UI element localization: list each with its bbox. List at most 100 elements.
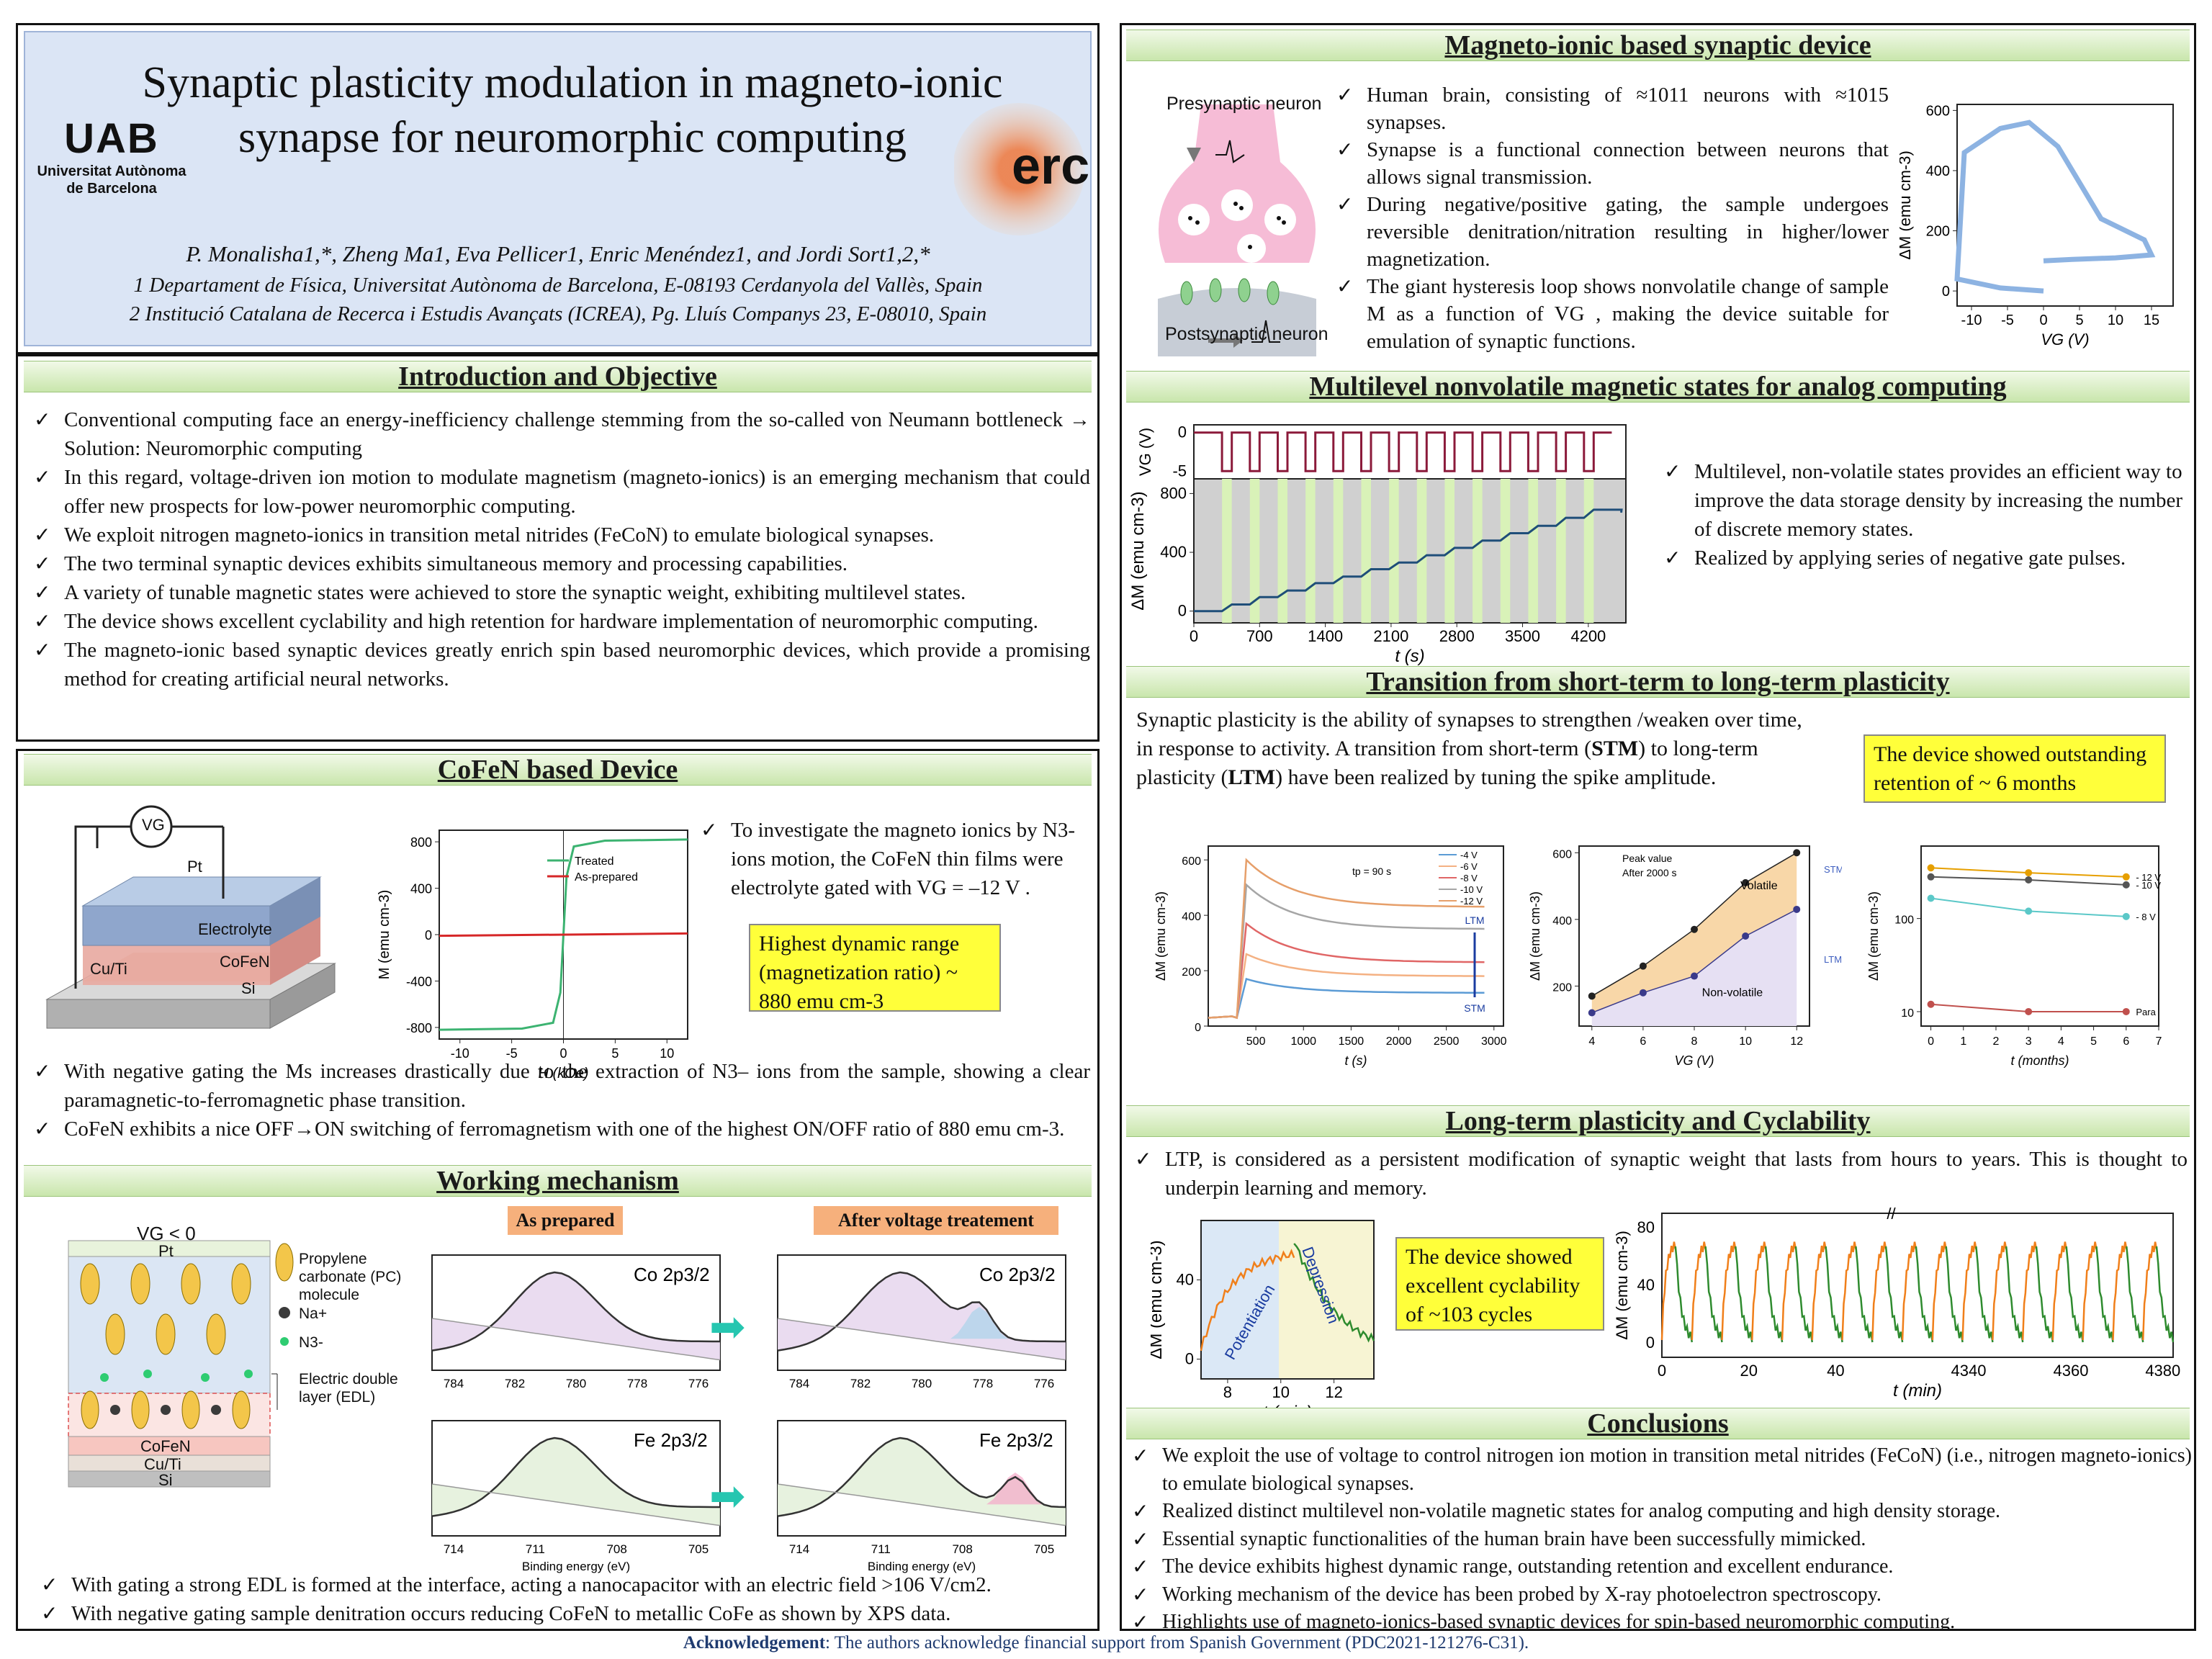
y-tick-label: 80 bbox=[1637, 1218, 1655, 1236]
after-point bbox=[1691, 972, 1698, 980]
poster-title: Synaptic plasticity modulation in magnet… bbox=[142, 58, 1003, 162]
x-axis-label: t (min) bbox=[1893, 1381, 1942, 1401]
stm-heading: Transition from short-term to long-term … bbox=[1126, 666, 2190, 698]
plot-frame bbox=[431, 1254, 721, 1371]
y-tick-label: 10 bbox=[1901, 1007, 1914, 1020]
x-tick-label: 714 bbox=[444, 1542, 464, 1556]
x-tick-label: 7 bbox=[2156, 1035, 2162, 1048]
edl-schematic bbox=[68, 1240, 294, 1488]
pulse-band bbox=[1333, 479, 1344, 623]
list-item: The device exhibits highest dynamic rang… bbox=[1126, 1553, 2192, 1581]
edl-legend: Electric double layer (EDL) bbox=[299, 1371, 398, 1406]
x-tick-label: 4380 bbox=[2145, 1362, 2180, 1380]
cuti-label: Cu/Ti bbox=[90, 960, 127, 978]
y-tick-label: 400 bbox=[410, 882, 432, 896]
intro-list: Conventional computing face an energy-in… bbox=[28, 405, 1090, 693]
x-tick-label: 5 bbox=[2075, 313, 2083, 328]
y-tick-label: -800 bbox=[406, 1021, 432, 1035]
y-tick-label: 600 bbox=[1926, 103, 1950, 119]
list-item: We exploit nitrogen magneto-ionics in tr… bbox=[28, 521, 1090, 549]
y-axis-label: ΔM (emu cm-3) bbox=[1899, 150, 1914, 260]
legend-entry: After 2000 s bbox=[1622, 867, 1677, 878]
intro-panel: Introduction and Objective Conventional … bbox=[16, 354, 1100, 742]
list-item: Multilevel, non-volatile states provides… bbox=[1658, 457, 2191, 544]
bracket-label: LTM bbox=[1824, 954, 1842, 965]
x-tick-label: 714 bbox=[789, 1542, 809, 1556]
pulse-band bbox=[1249, 479, 1260, 623]
region-label: Volatile bbox=[1740, 880, 1778, 892]
multilevel-list: Multilevel, non-volatile states provides… bbox=[1658, 457, 2191, 572]
data-point bbox=[2122, 881, 2130, 889]
series-label: Para bbox=[2136, 1007, 2156, 1017]
y-tick-label: 0 bbox=[1185, 1350, 1194, 1368]
x-tick-label: 780 bbox=[566, 1377, 586, 1390]
ltp-single-chart: 81012040t (min)ΔM (emu cm-3)Potentiation… bbox=[1151, 1220, 1375, 1422]
depression-line bbox=[2035, 1246, 2054, 1343]
arrow-label-ltm: LTM bbox=[1465, 914, 1485, 926]
y-tick-label: 40 bbox=[1177, 1271, 1194, 1289]
x-tick-label: 2100 bbox=[1373, 627, 1408, 645]
x-tick-label: 4 bbox=[1588, 1035, 1595, 1048]
x-tick-label: 10 bbox=[1739, 1035, 1752, 1048]
pulse-band bbox=[1556, 479, 1566, 623]
y-tick-label: 0 bbox=[1178, 423, 1187, 441]
presynaptic-label: Presynaptic neuron bbox=[1166, 94, 1322, 114]
potentiation-line bbox=[1691, 1241, 1707, 1341]
x-tick-label: 782 bbox=[505, 1377, 525, 1390]
multilevel-heading: Multilevel nonvolatile magnetic states f… bbox=[1126, 371, 2190, 403]
legend-entry: -10 V bbox=[1460, 884, 1483, 895]
intro-heading: Introduction and Objective bbox=[24, 361, 1092, 392]
x-tick-label: 1000 bbox=[1290, 1035, 1316, 1048]
x-tick-label: 0 bbox=[559, 1046, 567, 1061]
x-tick-label: 778 bbox=[627, 1377, 647, 1390]
cuti-layer-label: Cu/Ti bbox=[144, 1455, 181, 1473]
cofen-layer-label: CoFeN bbox=[140, 1437, 191, 1455]
synaptic-list: Human brain, consisting of ≈1011 neurons… bbox=[1331, 81, 1889, 355]
data-point bbox=[2025, 1007, 2033, 1015]
x-tick-label: 2800 bbox=[1439, 627, 1475, 645]
after-point bbox=[1588, 1009, 1596, 1017]
arrow-icon: ➡ bbox=[709, 1471, 746, 1521]
series-line bbox=[1208, 978, 1485, 1020]
cofen-side-list: To investigate the magneto ionics by N3-… bbox=[695, 816, 1097, 902]
series-label: - 12 V bbox=[2136, 872, 2161, 883]
peak-vs-vg-chart: 4 6 8 10 12 200 400 600 VG (V) ΔM (emu cm-3) Peak … bbox=[1528, 845, 1842, 1068]
stm-paragraph: Synaptic plasticity is the ability of sy… bbox=[1136, 708, 1802, 789]
x-tick-label: 4340 bbox=[1951, 1362, 1987, 1380]
x-tick-label: 4200 bbox=[1570, 627, 1606, 645]
pt-label: Pt bbox=[187, 858, 202, 876]
x-tick-label: 705 bbox=[1034, 1542, 1054, 1556]
depression-line bbox=[1884, 1246, 1904, 1343]
spectrum-label: Co 2p3/2 bbox=[979, 1264, 1056, 1285]
depression-line bbox=[1825, 1246, 1843, 1343]
plot-frame bbox=[1920, 845, 2159, 1027]
after-point bbox=[1793, 905, 1801, 913]
cycles-chart: 0 40 80 0 20 40 4340 4360 4380 t (min) ΔM (emu cm-… bbox=[1613, 1205, 2180, 1401]
y-tick-label: 600 bbox=[1182, 855, 1201, 868]
data-point bbox=[1927, 1000, 1935, 1008]
vg-label: VG bbox=[142, 816, 165, 834]
dm-series-line bbox=[1194, 508, 1623, 613]
y-axis-label: ΔM (emu cm-3) bbox=[1528, 891, 1542, 981]
retention-chart: 0 1 2 3 4 5 6 7 10 100 t (months) ΔM (emu cm-3) - 12… bbox=[1866, 845, 2162, 1068]
y-tick-label: 40 bbox=[1637, 1276, 1655, 1294]
x-axis-label: t (s) bbox=[1345, 1053, 1367, 1068]
pulse-band bbox=[1277, 479, 1287, 623]
x-tick-label: 3500 bbox=[1505, 627, 1540, 645]
depression-line bbox=[1704, 1246, 1723, 1343]
potentiation-line bbox=[1751, 1241, 1767, 1341]
background-line bbox=[431, 1318, 721, 1361]
spectrum-line bbox=[777, 1437, 1066, 1517]
legend-entry: -4 V bbox=[1460, 850, 1478, 860]
metallic-peak-fill bbox=[950, 1307, 1008, 1339]
potentiation-line bbox=[2141, 1241, 2158, 1341]
x-tick-label: 776 bbox=[688, 1377, 709, 1390]
potentiation-line bbox=[1200, 1249, 1295, 1352]
y-axis-label: ΔM (emu cm-3) bbox=[1866, 891, 1881, 981]
x-tick-label: 1400 bbox=[1308, 627, 1343, 645]
x-axis-label: t (s) bbox=[1395, 647, 1424, 666]
depression-line bbox=[1293, 1243, 1375, 1343]
x-tick-label: 2500 bbox=[1434, 1035, 1460, 1048]
y-tick-label: 0 bbox=[425, 928, 432, 943]
